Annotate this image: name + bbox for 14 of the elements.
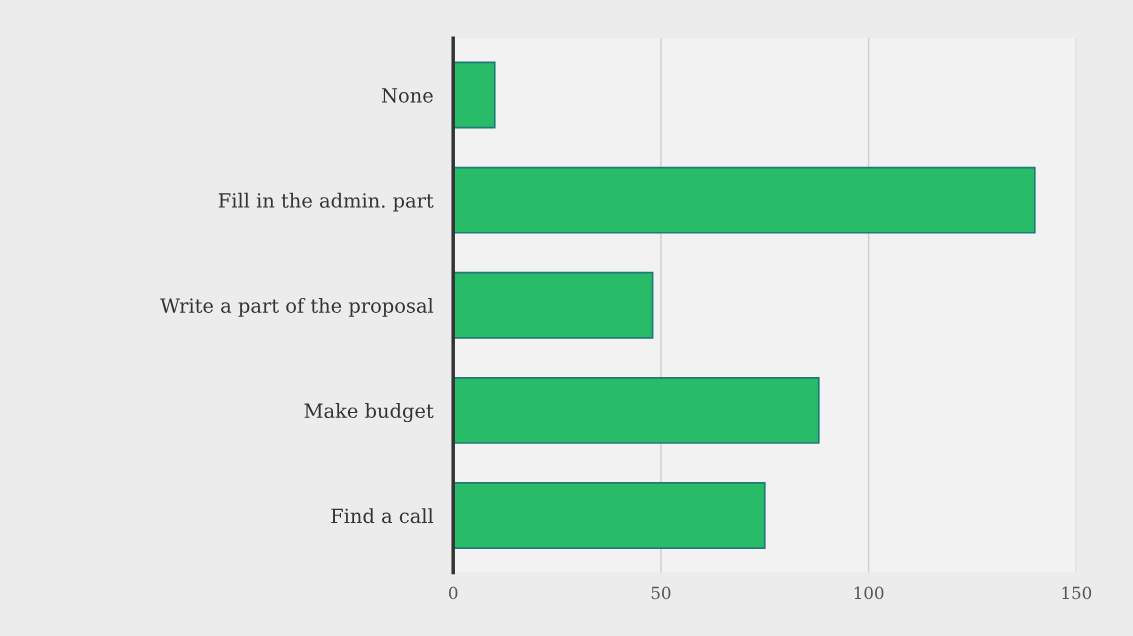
x-tick-label: 150 [1062, 586, 1092, 600]
bar [453, 482, 766, 549]
y-tick-label: Make budget [304, 403, 434, 423]
bar [453, 376, 820, 444]
y-tick-label: Find a call [331, 508, 434, 524]
y-tick-label: Write a part of the proposal [160, 297, 434, 317]
x-tick-label: 100 [854, 586, 884, 600]
bar [453, 61, 496, 129]
x-tick-label: 50 [651, 586, 671, 600]
bar [453, 271, 654, 339]
y-tick-label: Fill in the admin. part [218, 192, 434, 212]
bar [453, 166, 1036, 234]
x-tick-label: 0 [449, 586, 458, 600]
y-tick-label: None [381, 88, 433, 103]
